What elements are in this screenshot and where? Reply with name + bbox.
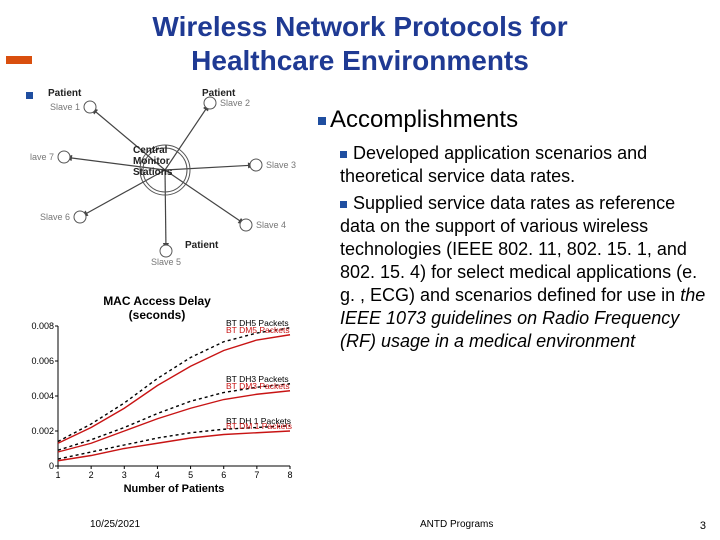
bullet-icon [340,151,347,158]
svg-text:1: 1 [55,470,60,480]
svg-text:6: 6 [221,470,226,480]
point-1: Developed application scenarios and theo… [340,142,708,188]
svg-text:Number of Patients: Number of Patients [124,483,225,494]
slide-title: Wireless Network Protocols for Healthcar… [0,10,720,77]
accomplishment-points: Developed application scenarios and theo… [340,142,708,357]
svg-text:5: 5 [188,470,193,480]
svg-text:7: 7 [254,470,259,480]
svg-text:0.002: 0.002 [31,426,54,436]
chart-svg: 00.0020.0040.0060.00812345678BT DH5 Pack… [22,294,312,494]
chart-title-l1: MAC Access Delay [103,294,211,308]
svg-text:Slave 3: Slave 3 [266,160,296,170]
svg-text:3: 3 [122,470,127,480]
chart-title: MAC Access Delay (seconds) [22,294,292,322]
svg-text:8: 8 [287,470,292,480]
bullet-icon [340,201,347,208]
patient-label-3: Patient [185,240,218,251]
accomplishments-heading: Accomplishments [318,106,518,134]
point-2: Supplied service data rates as reference… [340,192,708,353]
svg-text:BT DM3 Packets: BT DM3 Packets [226,381,290,391]
network-diagram: Slave 1 Slave 2 Slave 3 Slave 4 Slave 5 Slave… [30,85,300,265]
svg-text:0.006: 0.006 [31,356,54,366]
svg-text:BT DM 1 Packets: BT DM 1 Packets [226,421,292,431]
svg-text:Slave 7: Slave 7 [30,152,54,162]
footer-date: 10/25/2021 [90,519,140,530]
point1-text: Developed application scenarios and theo… [340,143,647,186]
accent-bar [6,56,32,64]
central-label: Central Monitor Stations [133,145,172,178]
point2a-text: Supplied service data rates as reference… [340,193,697,305]
central-l1: Central [133,145,167,156]
svg-text:4: 4 [155,470,160,480]
bullet-icon [318,117,326,125]
mac-delay-chart: MAC Access Delay (seconds) 0 0.002 0.004 0.… [22,294,312,494]
svg-text:Slave 4: Slave 4 [256,220,286,230]
footer-page-number: 3 [700,520,706,532]
svg-text:0.004: 0.004 [31,391,54,401]
svg-text:Slave 2: Slave 2 [220,98,250,108]
svg-text:0.008: 0.008 [31,321,54,331]
svg-text:Slave 1: Slave 1 [50,102,80,112]
svg-text:BT DM5 Packets: BT DM5 Packets [226,325,290,335]
central-l2: Monitor [133,156,170,167]
svg-text:Slave 6: Slave 6 [40,212,70,222]
central-l3: Stations [133,167,172,178]
svg-text:0: 0 [49,461,54,471]
chart-title-l2: (seconds) [129,308,186,322]
accomp-heading-text: Accomplishments [330,106,518,133]
svg-text:2: 2 [89,470,94,480]
svg-text:Slave 5: Slave 5 [151,257,181,265]
patient-label-2: Patient [202,88,235,99]
footer-program: ANTD Programs [420,519,493,530]
title-line1: Wireless Network Protocols for [152,11,567,42]
title-line2: Healthcare Environments [191,45,529,76]
patient-label-1: Patient [48,88,81,99]
